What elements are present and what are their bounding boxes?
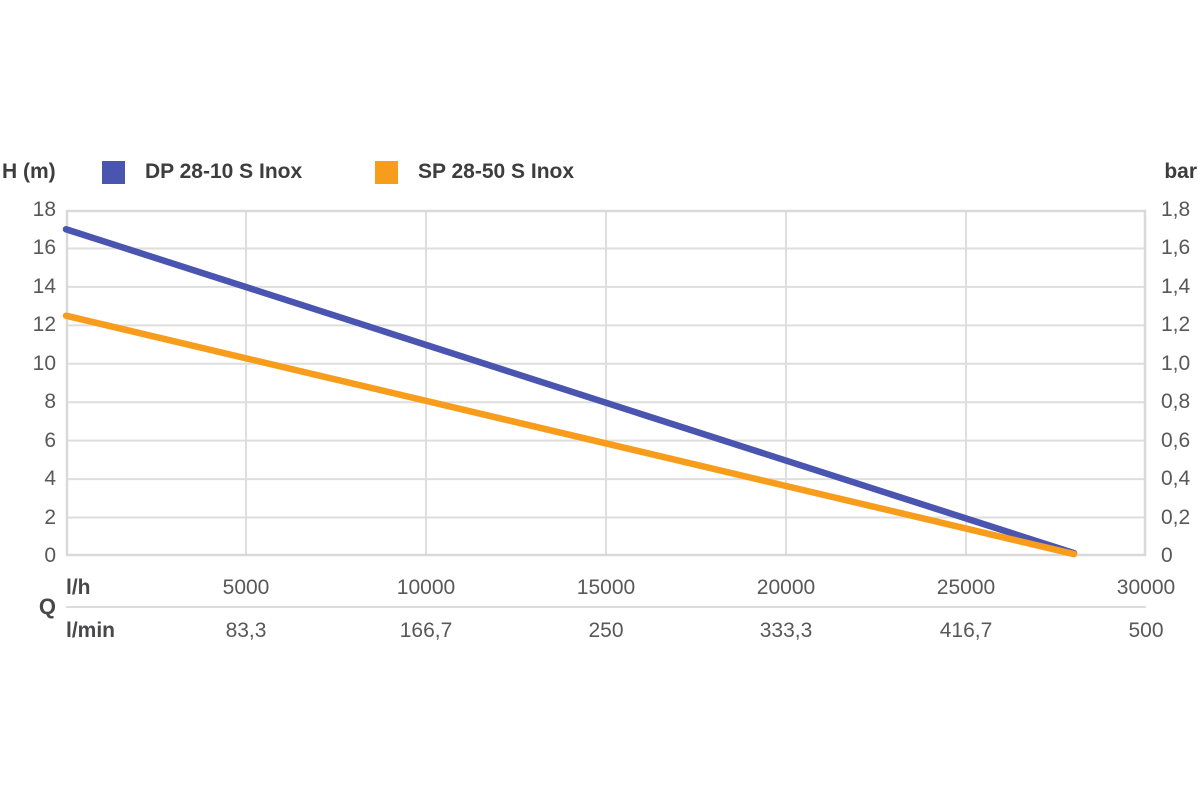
- y-tick-left: 4: [44, 467, 56, 491]
- y-tick-right: 1,4: [1161, 274, 1191, 298]
- curve-sp-28-50: [62, 312, 1078, 558]
- y-tick-right: 0,2: [1161, 505, 1191, 529]
- x-axis-lmin-unit-label: l/min: [66, 619, 116, 642]
- y-tick-left: 10: [32, 351, 56, 375]
- x-tick-lh: 25000: [936, 576, 996, 599]
- x-tick-lmin: 416,7: [939, 619, 993, 642]
- y-tick-right: 1,6: [1161, 236, 1191, 260]
- legend-swatch-orange-icon: [375, 161, 398, 184]
- y-tick-right: 1,2: [1161, 313, 1191, 337]
- y-tick-left: 16: [32, 236, 56, 260]
- y-tick-right: 0,8: [1161, 390, 1191, 414]
- x-tick-lh: 30000: [1116, 576, 1176, 599]
- x-tick-lmin: 500: [1128, 619, 1164, 642]
- y-tick-right: 1,8: [1161, 198, 1191, 221]
- y-tick-left: 6: [44, 428, 56, 452]
- x-axis-lh-unit-label: l/h: [66, 576, 91, 599]
- legend-label: DP 28-10 S Inox: [145, 160, 303, 183]
- y-tick-right: 0,4: [1161, 467, 1191, 491]
- x-tick-lmin: 250: [588, 619, 624, 642]
- y-tick-right: 1,0: [1161, 351, 1191, 375]
- x-tick-lh: 20000: [756, 576, 816, 599]
- y-tick-left: 12: [32, 313, 56, 337]
- x-tick-lmin: 83,3: [225, 619, 267, 642]
- y-tick-left: 0: [44, 544, 56, 567]
- plot-border: [65, 209, 1147, 557]
- x-tick-lmin: 333,3: [759, 619, 813, 642]
- x-tick-lh: 5000: [222, 576, 270, 599]
- curve-dp-28-10: [62, 225, 1078, 557]
- y-tick-left: 2: [44, 505, 56, 529]
- y-tick-left: 14: [32, 274, 56, 298]
- y-tick-right: 0: [1161, 544, 1173, 567]
- legend-label: SP 28-50 S Inox: [418, 160, 575, 183]
- right-axis-unit-label: bar: [1164, 160, 1197, 183]
- x-tick-lh: 15000: [576, 576, 636, 599]
- y-tick-right: 0,6: [1161, 428, 1191, 452]
- x-axis-divider: [66, 606, 1146, 608]
- x-tick-lmin: 166,7: [399, 619, 453, 642]
- x-axis-group-label: Q: [38, 594, 56, 619]
- y-tick-left: 8: [44, 390, 56, 414]
- x-tick-lh: 10000: [396, 576, 456, 599]
- plot-area: [62, 209, 1147, 558]
- left-axis-unit-label: H (m): [2, 160, 56, 183]
- y-tick-left: 18: [32, 198, 56, 221]
- legend-swatch-blue-icon: [102, 161, 125, 184]
